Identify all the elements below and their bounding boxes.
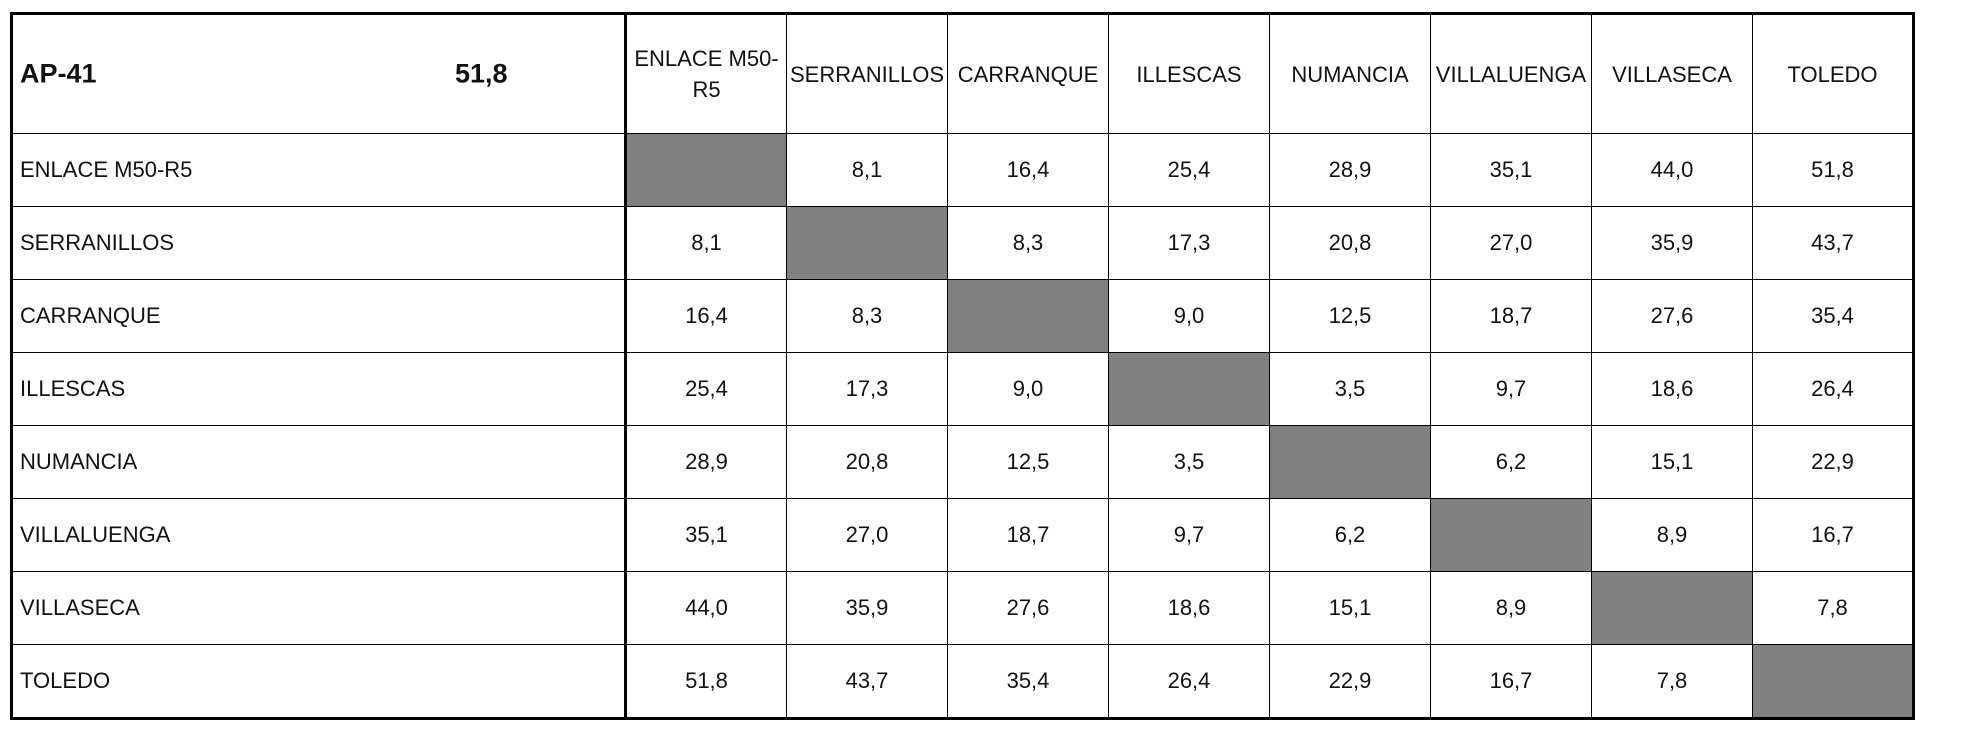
table-row: VILLASECA 44,0 35,9 27,6 18,6 15,1 8,9 7,8 xyxy=(11,571,1914,645)
distance-cell: 17,3 xyxy=(786,352,948,426)
table-row: NUMANCIA 28,9 20,8 12,5 3,5 6,2 15,1 22,9 xyxy=(11,425,1914,499)
distance-cell: 35,9 xyxy=(786,571,948,645)
distance-cell: 3,5 xyxy=(1108,425,1270,499)
distance-cell: 18,6 xyxy=(1591,352,1753,426)
distance-cell: 25,4 xyxy=(1108,133,1270,207)
distance-cell: 27,6 xyxy=(947,571,1109,645)
column-header: VILLALUENGA xyxy=(1430,13,1592,134)
distance-cell: 28,9 xyxy=(1269,133,1431,207)
distance-cell: 8,3 xyxy=(947,206,1109,280)
row-header: TOLEDO xyxy=(11,644,627,719)
distance-table: AP-41 51,8 ENLACE M50-R5 SERRANILLOS CARRA… xyxy=(10,12,1915,720)
diagonal-cell xyxy=(786,206,948,280)
distance-cell: 8,9 xyxy=(1591,498,1753,572)
row-header: CARRANQUE xyxy=(11,279,627,353)
column-header: CARRANQUE xyxy=(947,13,1109,134)
distance-cell: 51,8 xyxy=(1752,133,1914,207)
diagonal-cell xyxy=(947,279,1109,353)
distance-cell: 3,5 xyxy=(1269,352,1431,426)
table-row: SERRANILLOS 8,1 8,3 17,3 20,8 27,0 35,9 43,7 xyxy=(11,206,1914,280)
distance-cell: 9,7 xyxy=(1430,352,1592,426)
distance-cell: 26,4 xyxy=(1752,352,1914,426)
diagonal-cell xyxy=(1752,644,1914,719)
distance-cell: 27,0 xyxy=(786,498,948,572)
distance-cell: 44,0 xyxy=(625,571,787,645)
distance-cell: 22,9 xyxy=(1752,425,1914,499)
table-row: TOLEDO 51,8 43,7 35,4 26,4 22,9 16,7 7,8 xyxy=(11,644,1914,719)
distance-cell: 18,7 xyxy=(947,498,1109,572)
distance-cell: 35,9 xyxy=(1591,206,1753,280)
distance-cell: 12,5 xyxy=(947,425,1109,499)
distance-cell: 16,4 xyxy=(947,133,1109,207)
distance-cell: 27,6 xyxy=(1591,279,1753,353)
distance-cell: 27,0 xyxy=(1430,206,1592,280)
distance-cell: 35,1 xyxy=(1430,133,1592,207)
row-header: VILLASECA xyxy=(11,571,627,645)
distance-cell: 20,8 xyxy=(786,425,948,499)
table-row: ILLESCAS 25,4 17,3 9,0 3,5 9,7 18,6 26,4 xyxy=(11,352,1914,426)
distance-cell: 16,4 xyxy=(625,279,787,353)
distance-cell: 35,4 xyxy=(947,644,1109,719)
column-header: VILLASECA xyxy=(1591,13,1753,134)
distance-cell: 9,0 xyxy=(947,352,1109,426)
distance-cell: 6,2 xyxy=(1269,498,1431,572)
row-header: SERRANILLOS xyxy=(11,206,627,280)
distance-cell: 8,9 xyxy=(1430,571,1592,645)
distance-cell: 16,7 xyxy=(1430,644,1592,719)
column-header: NUMANCIA xyxy=(1269,13,1431,134)
header-row: AP-41 51,8 ENLACE M50-R5 SERRANILLOS CARRA… xyxy=(11,13,1914,134)
diagonal-cell xyxy=(1108,352,1270,426)
distance-cell: 18,7 xyxy=(1430,279,1592,353)
row-header: ILLESCAS xyxy=(11,352,627,426)
distance-cell: 9,7 xyxy=(1108,498,1270,572)
distance-cell: 22,9 xyxy=(1269,644,1431,719)
distance-cell: 43,7 xyxy=(786,644,948,719)
route-name: AP-41 xyxy=(20,58,97,89)
distance-cell: 7,8 xyxy=(1591,644,1753,719)
distance-cell: 26,4 xyxy=(1108,644,1270,719)
table-row: ENLACE M50-R5 8,1 16,4 25,4 28,9 35,1 44,0 51,8 xyxy=(11,133,1914,207)
distance-cell: 18,6 xyxy=(1108,571,1270,645)
column-header: ILLESCAS xyxy=(1108,13,1270,134)
distance-cell: 8,1 xyxy=(786,133,948,207)
route-header-cell: AP-41 51,8 xyxy=(11,13,627,134)
distance-cell: 6,2 xyxy=(1430,425,1592,499)
distance-cell: 17,3 xyxy=(1108,206,1270,280)
diagonal-cell xyxy=(1430,498,1592,572)
distance-cell: 15,1 xyxy=(1591,425,1753,499)
distance-cell: 28,9 xyxy=(625,425,787,499)
table-row: CARRANQUE 16,4 8,3 9,0 12,5 18,7 27,6 35,4 xyxy=(11,279,1914,353)
distance-cell: 20,8 xyxy=(1269,206,1431,280)
row-header: NUMANCIA xyxy=(11,425,627,499)
diagonal-cell xyxy=(625,133,787,207)
diagonal-cell xyxy=(1591,571,1753,645)
distance-cell: 51,8 xyxy=(625,644,787,719)
distance-cell: 43,7 xyxy=(1752,206,1914,280)
distance-cell: 12,5 xyxy=(1269,279,1431,353)
distance-cell: 8,3 xyxy=(786,279,948,353)
column-header: TOLEDO xyxy=(1752,13,1914,134)
distance-cell: 35,4 xyxy=(1752,279,1914,353)
distance-cell: 9,0 xyxy=(1108,279,1270,353)
distance-cell: 44,0 xyxy=(1591,133,1753,207)
distance-cell: 8,1 xyxy=(625,206,787,280)
distance-cell: 25,4 xyxy=(625,352,787,426)
diagonal-cell xyxy=(1269,425,1431,499)
column-header: ENLACE M50-R5 xyxy=(625,13,787,134)
distance-cell: 15,1 xyxy=(1269,571,1431,645)
distance-cell: 16,7 xyxy=(1752,498,1914,572)
route-total-km: 51,8 xyxy=(455,58,508,89)
row-header: VILLALUENGA xyxy=(11,498,627,572)
table-row: VILLALUENGA 35,1 27,0 18,7 9,7 6,2 8,9 16,7 xyxy=(11,498,1914,572)
row-header: ENLACE M50-R5 xyxy=(11,133,627,207)
column-header: SERRANILLOS xyxy=(786,13,948,134)
distance-cell: 7,8 xyxy=(1752,571,1914,645)
distance-cell: 35,1 xyxy=(625,498,787,572)
